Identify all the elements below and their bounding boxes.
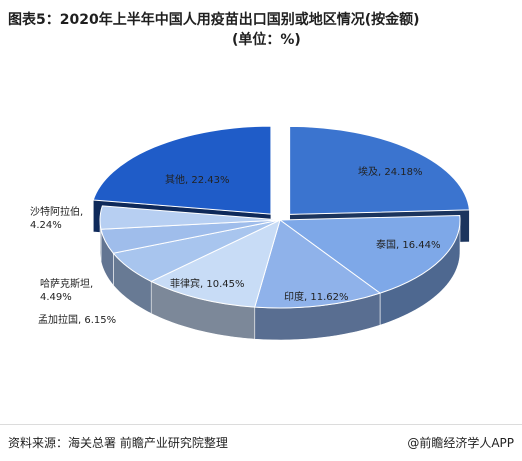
data-label-4: 菲律宾, 10.45% xyxy=(170,277,245,290)
data-label-3: 印度, 11.62% xyxy=(284,290,349,303)
data-label-5: 孟加拉国, 6.15% xyxy=(38,313,116,326)
data-label-8: 其他, 22.43% xyxy=(165,173,230,186)
footer: 资料来源：海关总署 前瞻产业研究院整理 @前瞻经济学人APP xyxy=(0,424,522,461)
pie-slice-7 xyxy=(99,205,281,230)
pie-slice-2 xyxy=(278,214,461,294)
pie-slice-1 xyxy=(289,125,470,215)
pie-slice-3 xyxy=(254,219,382,309)
pie-slice-4 xyxy=(150,219,281,308)
chart-title-line2: (单位：%) xyxy=(232,32,301,48)
chart-title: 图表5：2020年上半年中国人用疫苗出口国别或地区情况(按金额) (单位：%) xyxy=(8,10,518,50)
pie-slice-8 xyxy=(92,125,272,215)
brand-logo: @前瞻经济学人APP xyxy=(407,436,514,450)
data-label-2: 泰国, 16.44% xyxy=(376,238,441,251)
data-label-7: 沙特阿拉伯, 4.24% xyxy=(30,205,83,231)
chart-title-line1: 图表5：2020年上半年中国人用疫苗出口国别或地区情况(按金额) xyxy=(8,12,420,28)
data-label-6: 哈萨克斯坦, 4.49% xyxy=(40,277,93,303)
source-note: 资料来源：海关总署 前瞻产业研究院整理 xyxy=(8,436,228,450)
data-label-1: 埃及, 24.18% xyxy=(358,165,423,178)
